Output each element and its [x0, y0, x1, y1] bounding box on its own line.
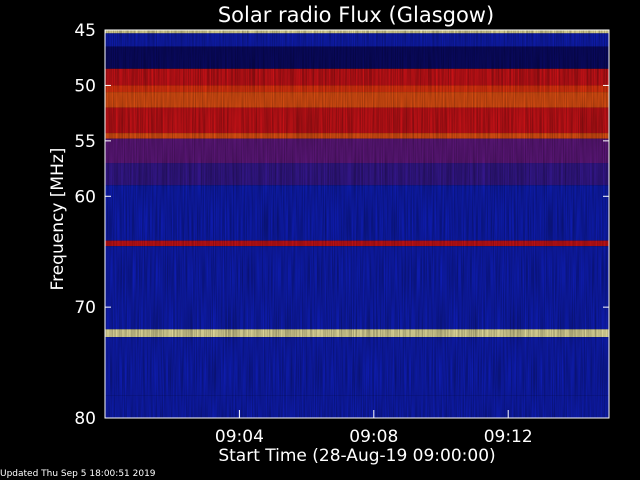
y-tick-label: 60 — [74, 187, 96, 207]
y-tick-label: 70 — [74, 298, 96, 318]
spectrogram-noise — [105, 30, 609, 418]
chart-title: Solar radio Flux (Glasgow) — [218, 3, 494, 27]
y-axis: 45 50 55 60 70 80 — [74, 21, 609, 429]
y-tick-label: 50 — [74, 76, 96, 96]
x-tick-label: 09:12 — [484, 427, 533, 447]
x-axis-label: Start Time (28-Aug-19 09:00:00) — [218, 446, 495, 466]
x-tick-label: 09:04 — [215, 427, 264, 447]
plot-frame — [104, 29, 610, 419]
x-axis: 09:04 09:08 09:12 — [215, 410, 533, 447]
y-axis-label: Frequency [MHz] — [48, 148, 68, 291]
updated-timestamp: Updated Thu Sep 5 18:00:51 2019 — [0, 469, 156, 479]
y-tick-label: 55 — [74, 132, 96, 152]
y-tick-label: 80 — [74, 409, 96, 429]
x-tick-label: 09:08 — [349, 427, 398, 447]
y-tick-label: 45 — [74, 21, 96, 41]
